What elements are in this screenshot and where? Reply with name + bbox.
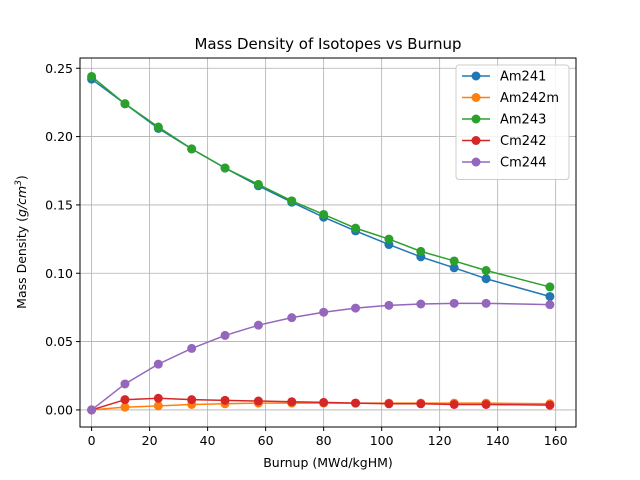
series-line <box>91 397 550 411</box>
legend-marker <box>471 157 481 167</box>
legend-marker <box>471 71 481 81</box>
x-axis-label: Burnup (MWd/kgHM) <box>263 455 393 470</box>
data-point <box>253 320 263 330</box>
y-tick-label: 0.00 <box>45 402 73 417</box>
data-point <box>351 303 361 313</box>
x-tick-label: 20 <box>142 433 158 448</box>
data-point <box>120 379 130 389</box>
x-tick-label: 100 <box>370 433 394 448</box>
x-tick-label: 120 <box>428 433 452 448</box>
data-point <box>153 401 163 411</box>
x-tick-label: 40 <box>200 433 216 448</box>
legend-box <box>455 64 570 180</box>
legend-item: Am241 <box>462 70 546 85</box>
data-point <box>319 397 329 407</box>
series-cm244 <box>87 298 555 415</box>
y-tick-label: 0.25 <box>45 61 73 76</box>
data-point <box>384 300 394 310</box>
data-point <box>153 393 163 403</box>
chart-title: Mass Density of Isotopes vs Burnup <box>194 35 461 53</box>
data-point <box>351 223 361 233</box>
data-point <box>120 99 130 109</box>
x-tick-label: 140 <box>486 433 510 448</box>
data-point <box>351 398 361 408</box>
y-axis-label-unit: g/cm <box>14 186 29 217</box>
data-point <box>449 298 459 308</box>
y-tick-label: 0.05 <box>45 334 73 349</box>
legend-item: Am243 <box>462 113 546 128</box>
data-point <box>416 299 426 309</box>
y-tick-label: 0.15 <box>45 197 73 212</box>
data-point <box>545 282 555 292</box>
legend-item: Am242m <box>462 91 559 106</box>
data-point <box>220 395 230 405</box>
legend-marker <box>471 136 481 145</box>
data-point <box>449 256 459 266</box>
series-line <box>91 402 550 411</box>
data-point <box>287 196 297 206</box>
data-point <box>253 179 263 189</box>
data-point <box>287 397 297 407</box>
data-point <box>220 163 230 173</box>
data-point <box>481 298 491 308</box>
data-point <box>481 399 491 409</box>
series-layer <box>87 71 555 415</box>
legend-item: Cm244 <box>462 156 547 171</box>
data-point <box>187 395 197 405</box>
y-axis-label-close: ) <box>14 175 29 180</box>
legend-label: Cm242 <box>500 134 547 149</box>
legend-label: Am242m <box>500 91 559 106</box>
data-point <box>319 307 329 317</box>
y-tick-label: 0.20 <box>45 129 73 144</box>
data-point <box>87 71 97 81</box>
x-tick-label: 80 <box>316 433 332 448</box>
plot-frame <box>79 57 577 428</box>
y-tick-label: 0.10 <box>45 266 73 281</box>
data-point <box>416 246 426 256</box>
data-point <box>253 396 263 406</box>
y-axis-label-main: Mass Density ( <box>14 217 29 309</box>
x-tick-label: 160 <box>544 433 568 448</box>
data-point <box>384 399 394 409</box>
data-point <box>120 402 130 412</box>
legend-item: Cm242 <box>462 134 547 149</box>
data-point <box>481 266 491 276</box>
data-point <box>545 400 555 410</box>
x-tick-label: 0 <box>88 433 96 448</box>
series-line <box>91 78 551 298</box>
y-axis-label: Mass Density (g/cm3) <box>14 175 29 309</box>
y-axis: 0.00 0.05 0.10 0.15 0.20 0.25 <box>45 61 80 417</box>
y-axis-label-exp: 3 <box>14 180 24 186</box>
series-cm242 <box>87 393 555 415</box>
data-point <box>449 263 459 273</box>
data-point <box>384 234 394 244</box>
series-line <box>91 302 550 411</box>
legend-marker <box>471 93 481 102</box>
data-point <box>319 209 329 219</box>
legend-label: Am243 <box>500 113 546 128</box>
data-point <box>220 330 230 340</box>
data-point <box>449 399 459 409</box>
legend-label: Cm244 <box>500 156 547 171</box>
data-point <box>416 399 426 409</box>
data-point <box>545 291 555 301</box>
data-point <box>481 274 491 284</box>
x-tick-label: 60 <box>258 433 274 448</box>
data-point <box>87 405 97 415</box>
data-point <box>187 144 197 154</box>
series-am243 <box>87 71 555 292</box>
data-point <box>187 343 197 353</box>
data-point <box>545 300 555 310</box>
legend-marker <box>471 114 481 124</box>
legend-label: Am241 <box>500 70 546 85</box>
data-point <box>153 122 163 132</box>
legend: Am241 Am242m Am243 Cm242 Cm244 <box>455 64 570 180</box>
data-point <box>287 313 297 323</box>
data-point <box>153 359 163 369</box>
series-line <box>91 75 551 288</box>
x-axis: 0 20 40 60 80 100 120 140 160 <box>88 427 568 448</box>
data-point <box>120 395 130 405</box>
